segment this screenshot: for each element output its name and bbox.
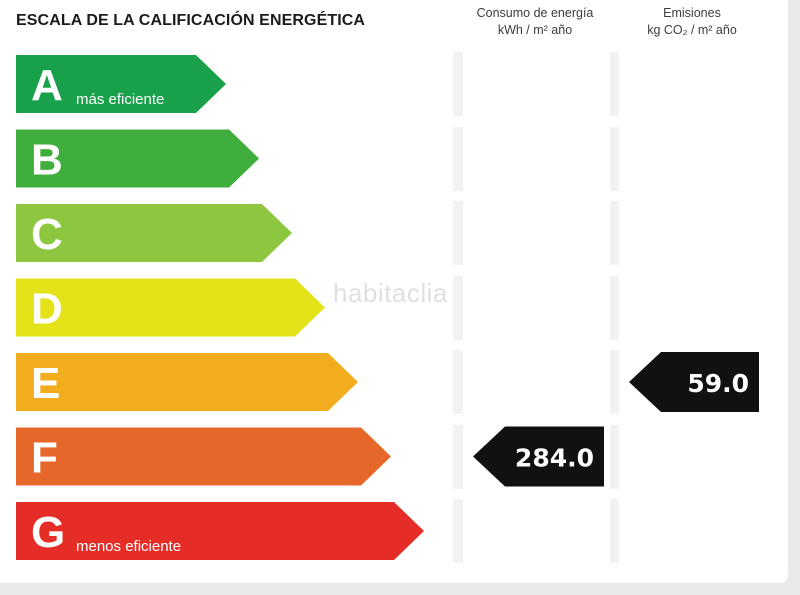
rating-letter-a: A — [31, 61, 63, 110]
emissions-indicator — [629, 352, 759, 412]
rating-bar-b — [16, 129, 259, 188]
rating-bar-e — [16, 353, 358, 411]
watermark: habitaclia — [333, 278, 448, 308]
rating-bar-d — [16, 278, 325, 337]
rating-bar-c — [16, 204, 292, 262]
rating-bar-a — [16, 55, 226, 113]
chart-title: ESCALA DE LA CALIFICACIÓN ENERGÉTICA — [16, 12, 366, 29]
emissions-header-line1: Emisiones — [663, 6, 721, 20]
consumption-column-header: Consumo de energía kWh / m² año — [460, 5, 610, 39]
rating-letter-f: F — [31, 434, 58, 483]
rating-letter-g: G — [31, 508, 65, 557]
consumption-cell-g — [463, 499, 610, 563]
consumption-header-line2: kWh / m² año — [497, 23, 573, 37]
rating-letter-e: E — [31, 359, 60, 408]
consumption-cell-a — [463, 52, 610, 116]
rating-letter-c: C — [31, 210, 63, 259]
emissions-value: 59.0 — [687, 369, 749, 398]
emissions-cell-c — [619, 201, 765, 265]
consumption-header-line1: Consumo de energía — [476, 6, 594, 20]
consumption-cell-d — [463, 275, 610, 340]
consumption-value: 284.0 — [515, 444, 594, 473]
rating-note-g: menos eficiente — [76, 538, 181, 555]
rating-bar-f — [16, 427, 391, 486]
emissions-cell-f — [619, 424, 765, 489]
emissions-cell-a — [619, 52, 765, 116]
consumption-indicator — [473, 426, 604, 487]
rating-letter-b: B — [31, 136, 63, 185]
rating-note-a: más eficiente — [76, 91, 164, 108]
emissions-cell-b — [619, 126, 765, 191]
consumption-cell-e — [463, 350, 610, 414]
emissions-header-line2: kg CO₂ / m² año — [647, 23, 737, 37]
rating-bar-g — [16, 502, 424, 560]
emissions-cell-g — [619, 499, 765, 563]
emissions-cell-d — [619, 275, 765, 340]
consumption-cell-b — [463, 126, 610, 191]
emissions-column-header: Emisiones kg CO₂ / m² año — [617, 5, 767, 39]
consumption-cell-c — [463, 201, 610, 265]
rating-letter-d: D — [31, 285, 63, 334]
